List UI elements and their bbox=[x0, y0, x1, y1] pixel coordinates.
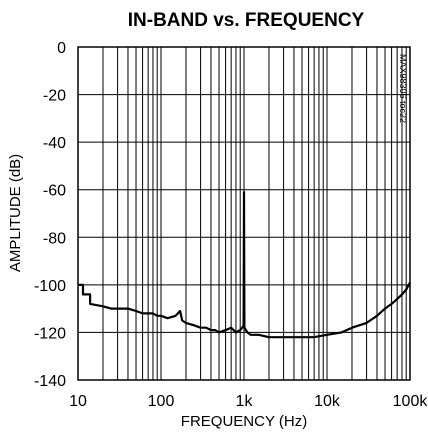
x-tick-labels: 10 100 1k 10k 100k bbox=[69, 393, 428, 410]
y-tick-label: -100 bbox=[34, 278, 66, 295]
x-axis-label: FREQUENCY (Hz) bbox=[181, 413, 307, 430]
x-tick-label: 10k bbox=[314, 393, 341, 410]
x-tick-label: 1k bbox=[236, 393, 254, 410]
series-line-1 bbox=[78, 191, 411, 339]
x-tick-label: 100k bbox=[393, 393, 428, 410]
y-axis-label: AMPLITUDE (dB) bbox=[7, 154, 24, 272]
y-tick-labels: 0 -20 -40 -60 -80 -100 -120 -140 bbox=[34, 40, 66, 390]
figure-id: MAX98306 toc22 bbox=[398, 54, 408, 123]
y-tick-label: -20 bbox=[43, 88, 66, 105]
y-tick-label: -80 bbox=[43, 230, 66, 247]
y-tick-label: 0 bbox=[57, 40, 66, 57]
chart-title: IN-BAND vs. FREQUENCY bbox=[128, 10, 365, 31]
x-tick-label: 100 bbox=[148, 393, 175, 410]
y-tick-label: -60 bbox=[43, 183, 66, 200]
plot-frame bbox=[77, 46, 411, 381]
y-tick-label: -140 bbox=[34, 373, 66, 390]
series-group bbox=[78, 191, 411, 339]
y-tick-label: -40 bbox=[43, 135, 66, 152]
x-tick-label: 10 bbox=[69, 393, 87, 410]
grid bbox=[77, 46, 410, 381]
y-tick-label: -120 bbox=[34, 325, 66, 342]
